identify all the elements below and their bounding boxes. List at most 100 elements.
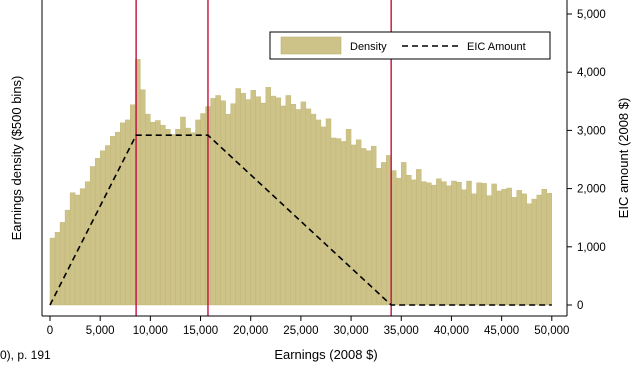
x-axis-ticks: 0 5,000 10,000 15,000 20,000 25,000 30,000 35,0… <box>47 316 569 337</box>
density-bar <box>496 190 502 306</box>
density-bar <box>476 182 482 306</box>
density-bar <box>180 116 186 306</box>
density-bar <box>365 150 372 306</box>
density-bar <box>466 180 472 306</box>
density-bar <box>325 118 332 306</box>
density-bar <box>401 162 407 306</box>
density-bar <box>355 139 362 306</box>
density-bar <box>99 150 106 306</box>
density-bar <box>310 113 317 306</box>
density-bar <box>290 104 297 306</box>
x-tick-label: 15,000 <box>183 325 218 337</box>
density-bar <box>380 162 387 306</box>
source-note: 0), p. 191 <box>0 348 51 362</box>
density-bar <box>335 138 342 306</box>
density-bar <box>370 145 377 306</box>
density-bar <box>79 188 86 306</box>
density-bar <box>170 134 176 306</box>
density-bar <box>150 122 156 306</box>
density-bar <box>426 182 432 306</box>
density-bar <box>315 119 322 306</box>
density-bar <box>64 209 71 306</box>
x-axis-label: Earnings (2008 $) <box>274 347 377 362</box>
density-bar <box>84 181 91 306</box>
density-bar <box>240 92 246 306</box>
density-bar <box>421 181 427 306</box>
density-bar <box>250 90 256 306</box>
density-bar <box>195 119 201 306</box>
x-tick-label: 0 <box>47 325 53 337</box>
density-bar <box>481 183 487 306</box>
x-tick-label: 20,000 <box>233 325 268 337</box>
density-bar <box>255 96 261 306</box>
density-bar <box>130 104 136 306</box>
density-bar <box>350 144 357 306</box>
x-tick-label: 25,000 <box>283 325 318 337</box>
density-bar <box>104 145 111 306</box>
density-bar <box>441 181 447 306</box>
x-tick-label: 50,000 <box>534 325 569 337</box>
density-bar <box>391 170 397 306</box>
density-bar <box>125 119 131 306</box>
density-bar <box>300 101 307 306</box>
density-bar <box>260 102 266 306</box>
density-bar <box>516 190 522 306</box>
y-tick-label: 0 <box>577 300 583 312</box>
density-bar <box>330 137 337 306</box>
density-bar <box>320 126 327 306</box>
density-bar <box>531 198 537 306</box>
density-bar <box>471 193 477 306</box>
eic-amount-line <box>49 134 552 306</box>
right-y-axis-ticks: 0 1,000 2,000 3,000 4,000 5,000 <box>567 9 606 312</box>
density-bar <box>541 188 547 306</box>
density-bar <box>375 168 382 306</box>
density-bar <box>305 108 312 306</box>
density-bar <box>461 189 467 306</box>
density-bar <box>511 197 517 306</box>
density-bar <box>436 178 442 306</box>
density-bar <box>345 129 352 306</box>
density-bar <box>536 194 542 306</box>
density-bar <box>446 185 452 306</box>
density-bar <box>501 188 507 306</box>
density-bar <box>360 148 367 306</box>
density-bar <box>160 124 166 306</box>
legend-eic-label: EIC Amount <box>467 41 526 53</box>
y-tick-label: 2,000 <box>577 184 606 196</box>
density-bar <box>451 180 457 306</box>
density-bar <box>340 141 347 306</box>
density-bar <box>59 222 66 306</box>
right-y-axis-label: EIC amount (2008 $) <box>616 98 631 219</box>
density-bar <box>491 183 497 306</box>
density-bar <box>210 98 216 306</box>
density-bar <box>230 103 236 306</box>
density-bar <box>140 89 146 306</box>
density-bar <box>270 95 277 306</box>
x-tick-label: 10,000 <box>133 325 168 337</box>
density-bar <box>155 120 161 306</box>
density-bar <box>521 193 527 306</box>
density-bar <box>190 132 196 306</box>
x-tick-label: 35,000 <box>384 325 419 337</box>
density-bar <box>69 192 76 306</box>
density-bar <box>546 193 553 306</box>
density-bar <box>235 88 241 306</box>
legend: Density EIC Amount <box>269 31 551 60</box>
density-bar <box>506 187 512 306</box>
density-bar <box>431 184 437 306</box>
density-bar <box>110 136 116 306</box>
density-bars <box>49 59 553 306</box>
density-bar <box>175 129 181 306</box>
density-bar <box>145 113 151 306</box>
density-bar <box>115 131 121 306</box>
density-bar <box>295 109 302 306</box>
density-bar <box>411 179 417 306</box>
x-tick-label: 30,000 <box>333 325 368 337</box>
density-bar <box>456 181 462 306</box>
density-bar <box>185 127 191 306</box>
y-tick-label: 3,000 <box>577 125 606 137</box>
density-bar <box>245 99 251 306</box>
x-tick-label: 40,000 <box>434 325 469 337</box>
density-bar <box>526 203 532 306</box>
